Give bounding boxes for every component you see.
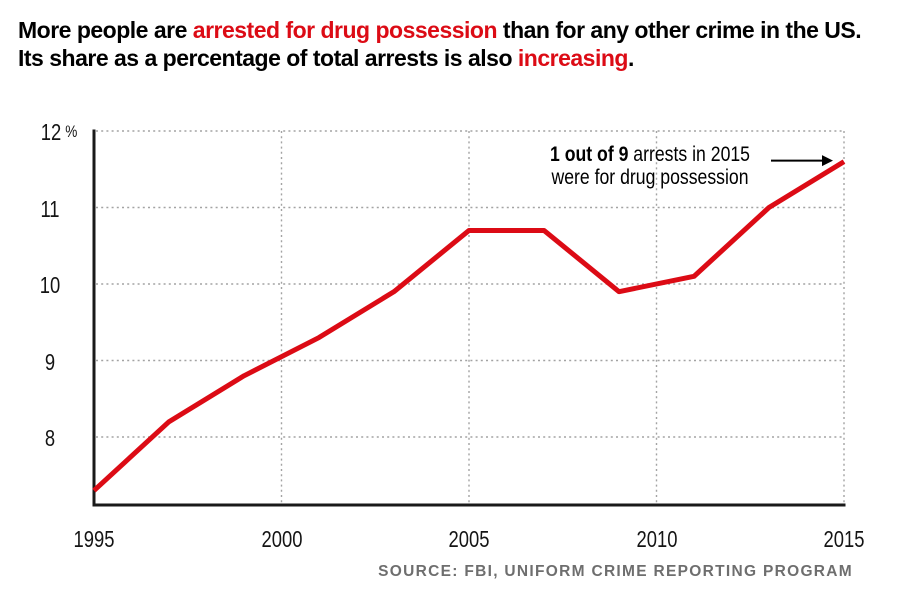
y-axis-unit-label: % xyxy=(65,122,78,141)
chart-headline: More people are arrested for drug posses… xyxy=(18,16,878,72)
y-axis-tick-label: 9 xyxy=(44,348,56,375)
annotation-bold-text: 1 out of 9 xyxy=(550,143,629,166)
x-axis-tick-label: 2000 xyxy=(261,526,302,552)
y-axis-tick-label: 8 xyxy=(44,425,56,451)
headline-highlight: arrested for drug possession xyxy=(192,17,498,43)
trend-line xyxy=(92,159,846,493)
x-axis-tick-label: 2015 xyxy=(823,526,865,552)
y-axis-tick-label: 11 xyxy=(40,195,60,222)
headline-line-1: More people are arrested for drug posses… xyxy=(18,16,878,44)
headline-segment: Its share as a percentage of total arres… xyxy=(18,45,518,71)
headline-segment: More people are xyxy=(18,17,193,43)
annotation-arrow-head xyxy=(822,155,833,167)
annotation-text: arrests in 2015 xyxy=(628,143,750,166)
source-credit: SOURCE: FBI, UNIFORM CRIME REPORTING PRO… xyxy=(378,563,853,580)
y-axis-tick-label: 12% xyxy=(40,119,78,145)
y-axis-tick-label: 10 xyxy=(39,272,61,298)
annotation-line-1: 1 out of 9 arrests in 2015 xyxy=(516,143,785,166)
x-axis-tick-label: 1995 xyxy=(73,526,115,552)
chart-annotation: 1 out of 9 arrests in 2015 were for drug… xyxy=(516,143,785,189)
headline-segment: than for any other crime in the US. xyxy=(497,17,862,43)
headline-line-2: Its share as a percentage of total arres… xyxy=(18,44,878,72)
headline-segment: . xyxy=(627,45,634,71)
x-axis-tick-label: 2010 xyxy=(636,526,677,552)
annotation-line-2: were for drug possession xyxy=(551,166,749,189)
x-axis-tick-label: 2005 xyxy=(448,526,490,552)
headline-highlight: increasing xyxy=(517,45,629,71)
